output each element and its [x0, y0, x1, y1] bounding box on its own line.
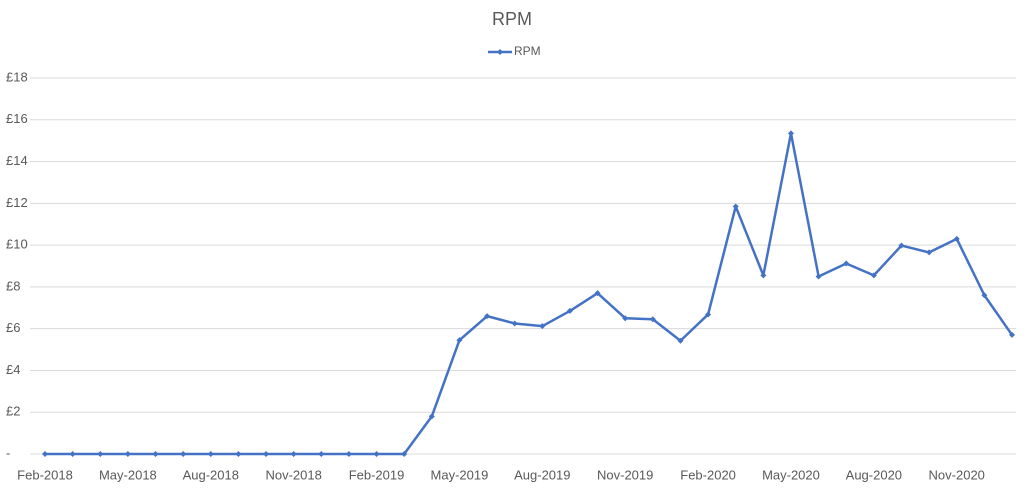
data-point: [539, 323, 546, 330]
y-tick-label: £14: [6, 153, 28, 168]
data-point: [484, 313, 491, 320]
x-tick-label: Aug-2019: [514, 467, 570, 482]
data-point: [870, 272, 877, 279]
y-tick-label: £2: [6, 404, 20, 419]
x-tick-label: Aug-2020: [846, 467, 902, 482]
x-tick-label: May-2018: [99, 467, 157, 482]
y-tick-label: £18: [6, 69, 28, 84]
data-point: [180, 451, 187, 457]
data-point: [373, 451, 380, 457]
data-point: [345, 451, 352, 457]
data-point: [290, 451, 297, 457]
data-point: [42, 451, 48, 457]
x-tick-label: Aug-2018: [183, 467, 239, 482]
data-point: [401, 451, 408, 457]
x-tick-label: Feb-2019: [349, 467, 405, 482]
data-point: [732, 203, 739, 210]
data-point: [594, 290, 601, 297]
data-point: [898, 242, 905, 249]
data-point: [124, 451, 131, 457]
data-point: [566, 307, 573, 314]
data-point: [787, 130, 794, 137]
data-point: [843, 260, 850, 267]
data-point: [511, 320, 518, 327]
y-tick-label: £8: [6, 278, 20, 293]
y-tick-label: £6: [6, 320, 20, 335]
y-tick-label: £4: [6, 362, 20, 377]
y-tick-label: £12: [6, 195, 28, 210]
data-point: [428, 413, 435, 420]
legend: RPM: [488, 44, 541, 58]
legend-label: RPM: [514, 44, 541, 58]
y-tick-label: -: [6, 445, 10, 460]
data-point: [926, 249, 933, 256]
x-tick-label: Nov-2019: [597, 467, 653, 482]
data-point: [677, 337, 684, 344]
data-point: [318, 451, 325, 457]
data-point: [981, 292, 988, 299]
legend-marker: [497, 49, 503, 55]
x-tick-label: May-2020: [762, 467, 820, 482]
data-point: [815, 273, 822, 280]
data-point: [953, 235, 960, 242]
data-point: [152, 451, 159, 457]
y-tick-label: £10: [6, 237, 28, 252]
data-point: [649, 316, 656, 323]
data-point: [622, 315, 629, 322]
x-tick-label: Nov-2020: [929, 467, 985, 482]
data-point: [456, 337, 463, 344]
x-tick-label: May-2019: [431, 467, 489, 482]
data-point: [207, 451, 214, 457]
y-tick-label: £16: [6, 111, 28, 126]
x-tick-label: Nov-2018: [265, 467, 321, 482]
data-line: [45, 132, 1014, 456]
data-point: [97, 451, 104, 457]
data-point: [263, 451, 270, 457]
data-point: [69, 451, 76, 457]
data-point: [1009, 331, 1015, 338]
x-tick-label: Feb-2020: [680, 467, 736, 482]
x-tick-label: Feb-2018: [17, 467, 73, 482]
chart-title: RPM: [492, 9, 532, 29]
data-point: [705, 311, 712, 318]
data-point: [760, 272, 767, 279]
data-point: [235, 451, 242, 457]
